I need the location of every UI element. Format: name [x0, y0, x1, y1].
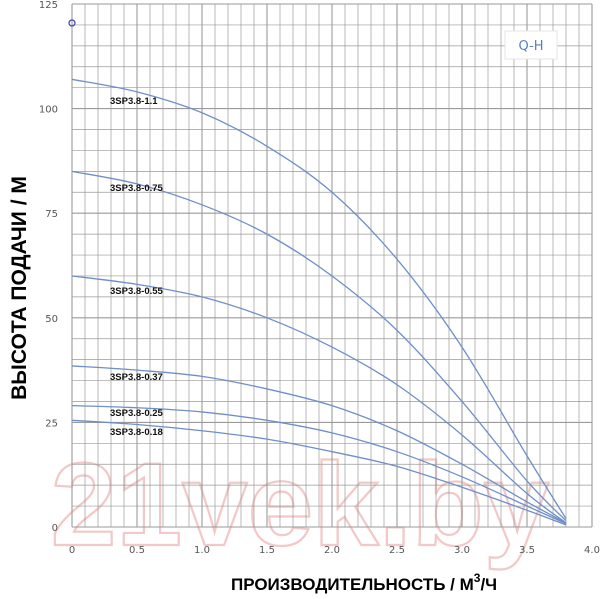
series-label: 3SP3.8-0.55	[110, 286, 164, 297]
x-tick-label: 4.0	[584, 545, 600, 556]
watermark-text: 21vek.by	[51, 439, 550, 571]
x-tick-label: 2.5	[389, 545, 405, 556]
x-tick-label: 1.5	[259, 545, 275, 556]
series-label: 3SP3.8-1.1	[110, 96, 158, 107]
series-labels: 3SP3.8-1.1 3SP3.8-0.75 3SP3.8-0.55 3SP3.8-0…	[110, 96, 164, 438]
x-axis-title-sup: 3	[474, 571, 481, 585]
qh-tag: Q-H	[504, 30, 558, 60]
y-tick-label: 25	[45, 418, 58, 429]
y-tick-label: 125	[39, 0, 58, 11]
series-line-3sp3-8-0-75	[71, 170, 567, 522]
x-axis-title-main: ПРОИЗВОДИТЕЛЬНОСТЬ / М	[231, 575, 474, 594]
series-line-3sp3-8-0-18	[71, 419, 567, 526]
qh-tag-label: Q-H	[518, 39, 543, 54]
y-axis-title: ВЫСОТА ПОДАЧИ / М	[8, 176, 31, 400]
x-tick-label: 1.0	[194, 545, 210, 556]
y-tick-label: 100	[39, 105, 58, 116]
x-axis-title-tail: /Ч	[480, 575, 497, 594]
x-tick-label: 0	[69, 545, 75, 556]
tick-labels: 0 25 50 75 100 125 0 0.5 1.0 1.5 2.0 2.5 3.0 3.5 4.0	[39, 0, 600, 556]
y-tick-label: 50	[45, 314, 58, 325]
y-tick-label: 75	[45, 209, 58, 220]
series-line-3sp3-8-0-25	[71, 405, 567, 525]
series-label: 3SP3.8-0.75	[110, 183, 164, 194]
series-label: 3SP3.8-0.18	[110, 427, 163, 438]
x-tick-label: 0.5	[129, 545, 145, 556]
grid	[71, 3, 593, 528]
series-line-3sp3-8-1-1	[71, 78, 567, 519]
x-tick-label: 2.0	[324, 545, 340, 556]
series-line-3sp3-8-0-37	[71, 365, 567, 524]
y-tick-label: 0	[52, 523, 58, 534]
x-tick-label: 3.5	[519, 545, 535, 556]
series-label: 3SP3.8-0.37	[110, 372, 163, 383]
corner-marker	[68, 19, 76, 27]
x-tick-label: 3.0	[454, 545, 470, 556]
series-curves	[71, 78, 567, 526]
series-label: 3SP3.8-0.25	[110, 408, 164, 419]
watermark: 21vek.by	[50, 438, 551, 572]
series-line-3sp3-8-0-55	[71, 275, 567, 524]
x-axis-title: ПРОИЗВОДИТЕЛЬНОСТЬ / М3/Ч	[231, 571, 497, 594]
